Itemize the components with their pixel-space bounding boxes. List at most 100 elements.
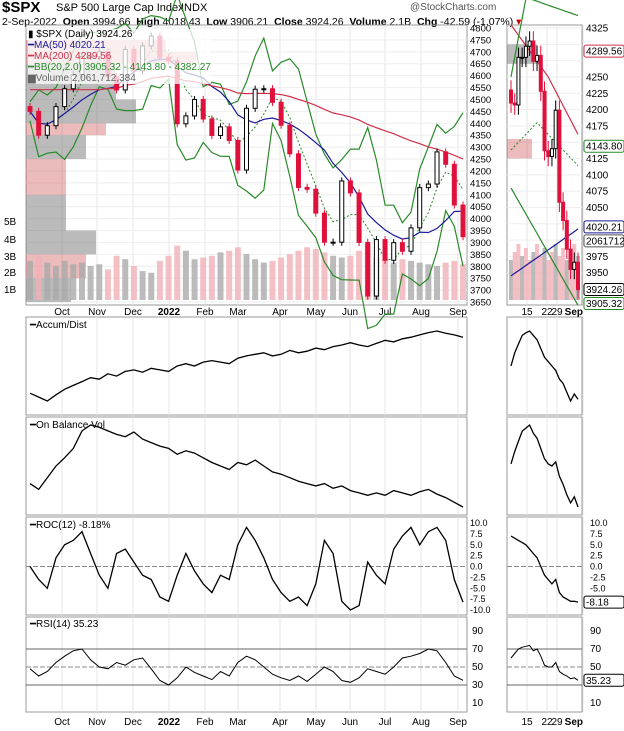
zoom-price-candle	[527, 40, 532, 47]
zoom-volume-bar	[523, 248, 528, 300]
price-candle	[244, 107, 249, 171]
legend-price-text: $SPX (Daily) 3924.26	[36, 29, 133, 40]
price-candle	[356, 192, 362, 243]
zoom-rsi-tick-label: 90	[590, 626, 602, 637]
zoom-price-tick-label: 3975	[586, 252, 609, 263]
zoom-volume-bar	[553, 244, 558, 300]
price-tick-label: 3700	[470, 286, 491, 297]
bar-chart-icon: ▆	[28, 73, 36, 84]
roc-tick-label: 7.5	[470, 529, 483, 539]
volume-bar	[70, 264, 77, 300]
zoom-bb-upper-line	[510, 0, 579, 78]
roc-tick-label: -2.5	[470, 572, 486, 582]
price-candle	[36, 110, 42, 136]
zoom-volume-bar	[542, 248, 547, 300]
legend-price: ▮ $SPX (Daily) 3924.26	[28, 29, 211, 40]
price-tick-label: 4250	[470, 155, 491, 166]
volume-bar	[390, 262, 397, 300]
volume-by-price-bar	[26, 135, 86, 160]
x-tick-label: Dec	[124, 307, 142, 318]
price-candle	[304, 186, 310, 190]
zoom-roc-tick-label: 2.5	[590, 551, 603, 561]
roc-tick-label: 5.0	[470, 540, 483, 550]
zoom-roc-tick-label: -5.0	[590, 583, 606, 593]
price-candle	[269, 88, 275, 103]
price-candle	[460, 204, 466, 238]
volume-bar	[356, 250, 363, 300]
volume-bar	[416, 262, 423, 300]
zoom-price-candle	[564, 219, 569, 250]
obv-line	[29, 424, 464, 508]
roc-tick-label: -7.5	[470, 594, 486, 604]
tag-roc-box	[583, 595, 624, 609]
tag-ma200: 4289.56	[586, 47, 623, 58]
price-tick-label: 4800	[470, 24, 491, 35]
zoom-price-tick-label: 4325	[586, 24, 609, 35]
price-tick-label: 3950	[470, 226, 491, 237]
zoom-volume-bar	[561, 248, 566, 300]
tag-ma50: 4020.21	[586, 222, 623, 233]
price-tick-label: 4400	[470, 119, 491, 130]
tag-ma200-box	[583, 44, 624, 58]
zoom-price-candle	[520, 56, 525, 59]
symbol: $SPX	[2, 0, 41, 16]
panel-frame	[506, 316, 583, 416]
volume-bar	[434, 266, 441, 300]
volume-by-price-bar	[26, 194, 66, 231]
rsi-tick-label: 30	[472, 680, 484, 691]
volume-bar	[408, 260, 415, 300]
volume-bar	[243, 254, 250, 300]
bb-lower-line	[29, 77, 464, 330]
zoom-price-tick-label: 4250	[586, 72, 609, 83]
zoom-roc-tick-label: 0.0	[590, 562, 603, 572]
zoom-roc-tick-label: 7.5	[590, 529, 603, 539]
zoom-price-tick-label: 4175	[586, 121, 609, 132]
volume-bar	[278, 257, 285, 300]
zoom-price-candle	[523, 45, 528, 58]
zoom-volume-bar	[538, 256, 543, 300]
price-candle	[365, 241, 371, 297]
zoom-volume-bar	[516, 244, 521, 300]
zoom-x-tick: 15	[521, 307, 533, 318]
x-tick-label-bottom: Dec	[124, 717, 142, 728]
price-candle	[391, 242, 397, 261]
zoom-price-tick-label: 4075	[586, 187, 609, 198]
x-tick-label-bottom: Mar	[229, 717, 247, 728]
price-tick-label: 3900	[470, 238, 491, 249]
volume-bar	[174, 245, 181, 300]
price-candle	[399, 242, 405, 252]
volume-by-price-bar	[26, 123, 106, 136]
price-tick-label: 4500	[470, 95, 491, 106]
zoom-price-candle	[546, 150, 551, 158]
zoom-ad-line	[510, 330, 579, 403]
volume-bar	[252, 259, 259, 300]
zoom-x-tick-bottom: 29	[551, 717, 563, 728]
zoom-obv-line	[510, 423, 579, 508]
panel-frame	[506, 616, 583, 713]
zoom-price-candle	[512, 102, 517, 106]
zoom-x-tick-bottom: 15	[521, 717, 533, 728]
zoom-price-candle	[516, 56, 521, 106]
price-candle	[53, 106, 59, 127]
zoom-volume-bar	[535, 244, 540, 300]
x-tick-label-bottom: Apr	[272, 717, 288, 728]
price-candle	[44, 125, 50, 136]
watermark: @StockCharts.com	[410, 2, 497, 13]
price-tick-label: 4350	[470, 131, 491, 142]
rsi-label-text: RSI(14) 35.23	[36, 619, 99, 630]
price-candle	[451, 163, 457, 206]
zoom-x-tick-bottom: 22	[541, 717, 553, 728]
price-tick-label: 4300	[470, 143, 491, 154]
x-tick-label-bottom: Oct	[54, 717, 70, 728]
x-tick-label: Feb	[196, 307, 214, 318]
x-tick-label-bottom: May	[307, 717, 326, 728]
volume-bar	[321, 252, 328, 300]
volume-tick-label: 1B	[4, 285, 17, 296]
volume-bar	[35, 255, 42, 300]
price-candle	[183, 115, 189, 125]
zoom-rsi-tick-label: 50	[590, 662, 602, 673]
volume-bar	[442, 262, 449, 300]
ad-line	[29, 330, 464, 402]
volume-tick-label: 5B	[4, 217, 17, 228]
legend: ▮ $SPX (Daily) 3924.26 ━MA(50) 4020.21 ━…	[28, 29, 211, 84]
